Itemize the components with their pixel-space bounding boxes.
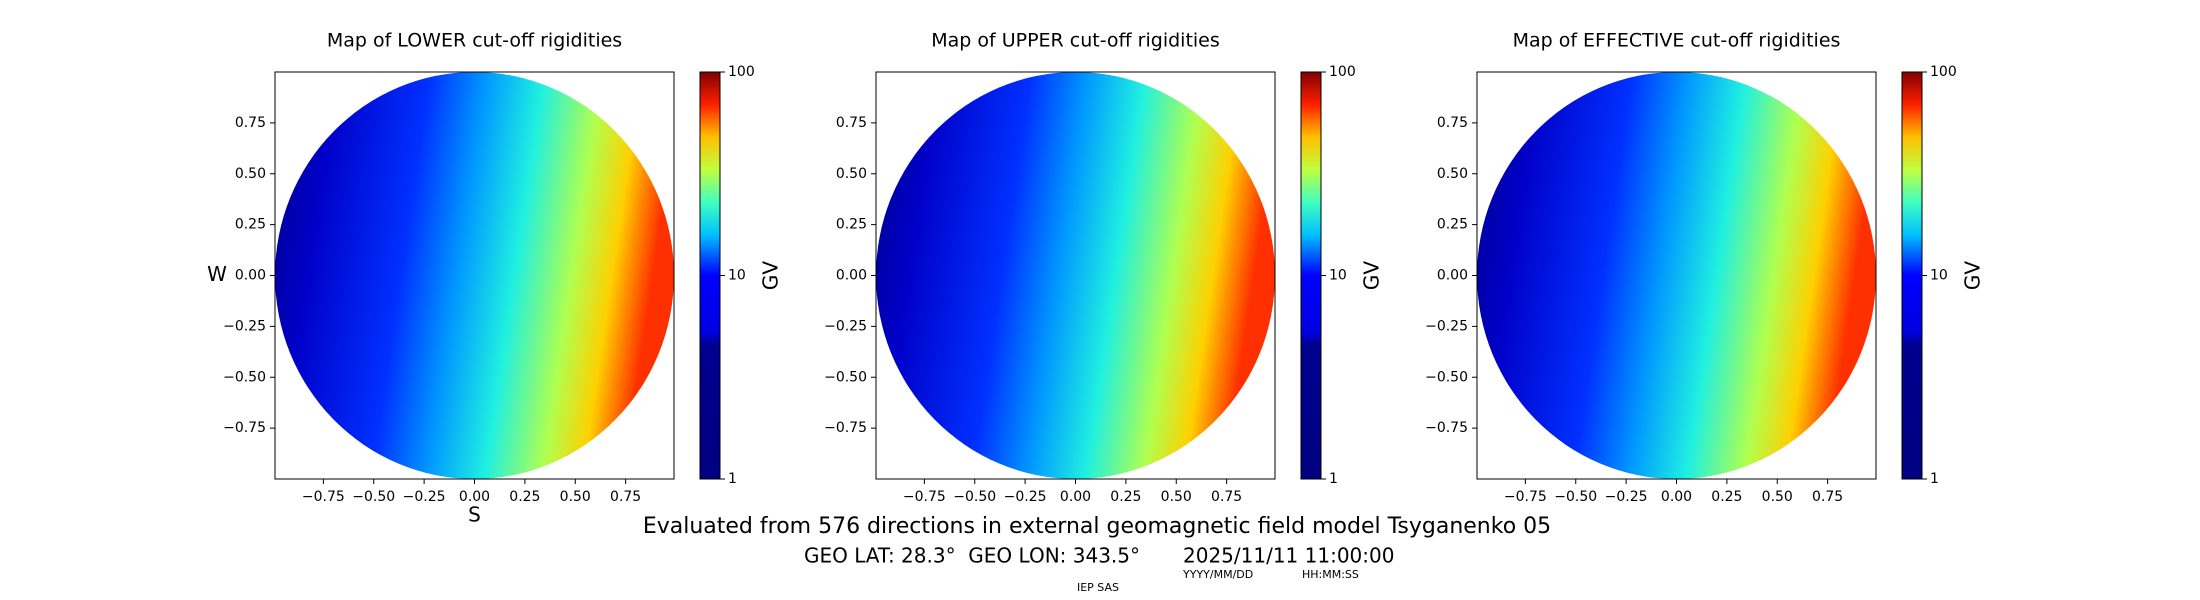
colorbar-tick-label: 10 xyxy=(1329,268,1347,284)
y-tick-label: −0.25 xyxy=(824,318,867,334)
datetime: 2025/11/11 11:00:00 xyxy=(1183,544,1394,568)
y-axis-label: W xyxy=(207,262,227,286)
colorbar-label: GV xyxy=(1360,261,1384,290)
y-tick-label: 0.00 xyxy=(1437,268,1468,284)
credit: IEP SAS xyxy=(1077,581,1119,594)
y-tick-label: −0.75 xyxy=(1425,420,1468,436)
x-tick-label: 0.00 xyxy=(1060,489,1091,505)
y-tick-label: −0.75 xyxy=(223,420,266,436)
x-tick-label: 0.75 xyxy=(610,489,641,505)
x-tick-label: 0.50 xyxy=(1161,489,1192,505)
x-tick-label: 0.25 xyxy=(1711,489,1742,505)
colorbar-tick-label: 100 xyxy=(728,64,755,80)
rigidity-map xyxy=(876,72,1275,479)
rigidity-map xyxy=(1477,72,1876,479)
y-tick-label: 0.25 xyxy=(235,217,266,233)
colorbar xyxy=(1300,71,1322,480)
x-tick-label: 0.75 xyxy=(1211,489,1242,505)
colorbar xyxy=(699,71,721,480)
y-tick-label: 0.75 xyxy=(235,115,266,131)
x-tick-label: −0.25 xyxy=(1004,489,1047,505)
x-tick-label: −0.25 xyxy=(403,489,446,505)
caption: Evaluated from 576 directions in externa… xyxy=(643,514,1551,539)
chart-title: Map of UPPER cut-off rigidities xyxy=(931,30,1220,52)
colorbar-tick-label: 100 xyxy=(1930,64,1957,80)
colorbar-label: GV xyxy=(759,261,783,290)
location: GEO LAT: 28.3° GEO LON: 343.5° xyxy=(804,544,1140,568)
y-tick-label: 0.25 xyxy=(836,217,867,233)
rigidity-map xyxy=(275,72,674,479)
y-tick-label: −0.25 xyxy=(1425,318,1468,334)
x-tick-label: −0.50 xyxy=(1554,489,1597,505)
y-tick-label: −0.50 xyxy=(824,369,867,385)
x-tick-label: 0.75 xyxy=(1812,489,1843,505)
y-tick-label: 0.25 xyxy=(1437,217,1468,233)
colorbar-tick-label: 10 xyxy=(1930,268,1948,284)
chart-title: Map of LOWER cut-off rigidities xyxy=(327,30,622,52)
x-tick-label: −0.75 xyxy=(1504,489,1547,505)
x-tick-label: −0.75 xyxy=(903,489,946,505)
chart-title: Map of EFFECTIVE cut-off rigidities xyxy=(1513,30,1841,52)
y-tick-label: 0.50 xyxy=(235,166,266,182)
colorbar-tick-label: 10 xyxy=(728,268,746,284)
y-tick-label: −0.25 xyxy=(223,318,266,334)
y-tick-label: −0.50 xyxy=(223,369,266,385)
x-tick-label: 0.25 xyxy=(1110,489,1141,505)
y-tick-label: 0.50 xyxy=(836,166,867,182)
y-tick-label: 0.50 xyxy=(1437,166,1468,182)
y-tick-label: −0.75 xyxy=(824,420,867,436)
x-tick-label: 0.25 xyxy=(509,489,540,505)
y-tick-label: 0.00 xyxy=(836,268,867,284)
x-tick-label: −0.50 xyxy=(953,489,996,505)
x-tick-label: 0.00 xyxy=(459,489,490,505)
y-tick-label: 0.75 xyxy=(836,115,867,131)
colorbar-label: GV xyxy=(1961,261,1985,290)
x-tick-label: −0.50 xyxy=(352,489,395,505)
x-axis-label: S xyxy=(468,503,481,527)
x-tick-label: 0.00 xyxy=(1661,489,1692,505)
colorbar-tick-label: 100 xyxy=(1329,64,1356,80)
x-tick-label: 0.50 xyxy=(560,489,591,505)
x-tick-label: 0.50 xyxy=(1762,489,1793,505)
y-tick-label: 0.00 xyxy=(235,268,266,284)
colorbar-tick-label: 1 xyxy=(1930,471,1939,487)
y-tick-label: 0.75 xyxy=(1437,115,1468,131)
time-format: HH:MM:SS xyxy=(1302,568,1359,581)
colorbar xyxy=(1901,71,1923,480)
y-tick-label: −0.50 xyxy=(1425,369,1468,385)
colorbar-tick-label: 1 xyxy=(1329,471,1338,487)
date-format: YYYY/MM/DD xyxy=(1182,568,1253,581)
x-tick-label: −0.75 xyxy=(302,489,345,505)
colorbar-tick-label: 1 xyxy=(728,471,737,487)
x-tick-label: −0.25 xyxy=(1605,489,1648,505)
